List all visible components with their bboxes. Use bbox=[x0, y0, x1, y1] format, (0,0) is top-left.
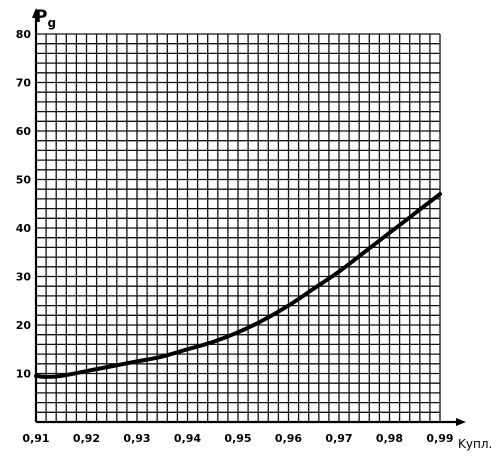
y-tick-label: 60 bbox=[16, 125, 32, 138]
x-tick-label: 0,99 bbox=[426, 432, 453, 445]
y-tick-label: 70 bbox=[16, 77, 32, 90]
y-tick-label: 10 bbox=[16, 368, 32, 381]
x-tick-label: 0,96 bbox=[275, 432, 302, 445]
y-tick-label: 20 bbox=[16, 319, 32, 332]
x-axis-arrow bbox=[456, 418, 466, 426]
x-axis-label: Kупл. bbox=[458, 437, 492, 451]
axes bbox=[32, 8, 466, 426]
series-layer bbox=[34, 192, 442, 379]
x-tick-label: 0,98 bbox=[376, 432, 403, 445]
y-axis-arrow bbox=[32, 8, 40, 18]
series-line bbox=[34, 192, 442, 379]
y-tick-labels: 10 20 30 40 50 60 70 80 bbox=[16, 28, 32, 381]
y-tick-label: 40 bbox=[16, 222, 32, 235]
y-axis-label: Pg bbox=[35, 7, 56, 30]
y-tick-label: 30 bbox=[16, 271, 32, 284]
x-tick-label: 0,95 bbox=[224, 432, 251, 445]
x-tick-label: 0,91 bbox=[22, 432, 49, 445]
x-tick-label: 0,94 bbox=[174, 432, 201, 445]
x-tick-label: 0,97 bbox=[325, 432, 352, 445]
y-axis-label-subscript: g bbox=[47, 16, 56, 30]
x-tick-label: 0,92 bbox=[73, 432, 100, 445]
x-tick-labels: 0,91 0,92 0,93 0,94 0,95 0,96 0,97 0,98 0,99 bbox=[22, 432, 453, 445]
grid bbox=[35, 33, 441, 423]
x-tick-label: 0,93 bbox=[123, 432, 150, 445]
y-tick-label: 80 bbox=[16, 28, 32, 41]
y-axis-label-main: P bbox=[35, 7, 47, 27]
y-tick-label: 50 bbox=[16, 174, 32, 187]
